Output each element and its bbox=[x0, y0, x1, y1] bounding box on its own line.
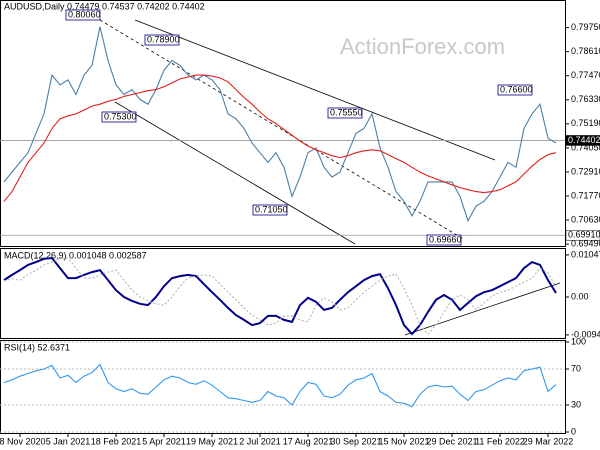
price-label: 0.69910 bbox=[568, 230, 600, 240]
y-tick-label: 100 bbox=[571, 336, 586, 346]
price-label: 0.74402 bbox=[568, 135, 600, 145]
annotation-box bbox=[497, 84, 533, 96]
series-line bbox=[3, 74, 557, 202]
annotation-box bbox=[426, 234, 462, 246]
series-line bbox=[3, 257, 557, 335]
x-tick-label: 19 May 2021 bbox=[186, 436, 238, 446]
y-tick-label: 0 bbox=[571, 426, 576, 436]
series-line bbox=[3, 256, 557, 336]
frames bbox=[0, 0, 566, 434]
channel-top bbox=[134, 19, 496, 161]
annotation: 0.71050 bbox=[255, 204, 288, 214]
y-tick-label: 70 bbox=[571, 363, 581, 373]
channel-mid bbox=[99, 19, 466, 241]
rsi-frame bbox=[0, 340, 566, 434]
annotation-box bbox=[65, 9, 101, 21]
y-tick-label: -0.009426 bbox=[571, 329, 600, 339]
y-tick-label: 0.010472 bbox=[571, 249, 600, 259]
x-tick-label: 5 Jan 2021 bbox=[46, 436, 91, 446]
x-tick-label: 29 Dec 2021 bbox=[426, 436, 477, 446]
annotation: 0.75300 bbox=[104, 111, 137, 121]
x-tick-label: 18 Nov 2020 bbox=[0, 436, 46, 446]
x-tick-label: 29 Mar 2022 bbox=[523, 436, 574, 446]
price-title: AUDUSD,Daily 0.74479 0.74537 0.74202 0.7… bbox=[4, 1, 205, 11]
price-label-box bbox=[565, 135, 600, 146]
annotation: 0.69660 bbox=[429, 234, 462, 244]
x-tick-label: 18 Feb 2021 bbox=[91, 436, 142, 446]
annotation: 0.75550 bbox=[330, 107, 363, 117]
series-line bbox=[3, 26, 557, 223]
annotation-box bbox=[252, 204, 288, 216]
annotation: 0.80060 bbox=[68, 9, 101, 19]
annotation: 0.76600 bbox=[500, 84, 533, 94]
watermark: ActionForex.com bbox=[340, 34, 505, 59]
rsi-title: RSI(14) 52.6371 bbox=[4, 342, 70, 352]
x-tick-label: 2 Jul 2021 bbox=[239, 436, 281, 446]
y-tick-label: 30 bbox=[571, 399, 581, 409]
macd-frame bbox=[0, 248, 566, 339]
macd-title: MACD(12,26,9) 0.001048 0.002587 bbox=[4, 250, 147, 260]
price-label-box bbox=[565, 229, 600, 241]
trend-lines bbox=[99, 19, 561, 336]
x-tick-label: 5 Apr 2021 bbox=[142, 436, 186, 446]
x-tick-label: 30 Sep 2021 bbox=[330, 436, 381, 446]
channel-bottom bbox=[114, 101, 356, 245]
series-line bbox=[3, 363, 557, 408]
annotation-box bbox=[144, 34, 180, 46]
annotation: 0.78900 bbox=[147, 34, 180, 44]
y-tick-label: 0.00 bbox=[571, 291, 589, 301]
annotation-box bbox=[327, 107, 363, 119]
x-tick-label: 17 Aug 2021 bbox=[283, 436, 334, 446]
x-tick-label: 11 Feb 2022 bbox=[475, 436, 525, 446]
annotation-box bbox=[101, 111, 137, 123]
x-tick-label: 15 Nov 2021 bbox=[378, 436, 429, 446]
macd-trend bbox=[404, 282, 561, 336]
